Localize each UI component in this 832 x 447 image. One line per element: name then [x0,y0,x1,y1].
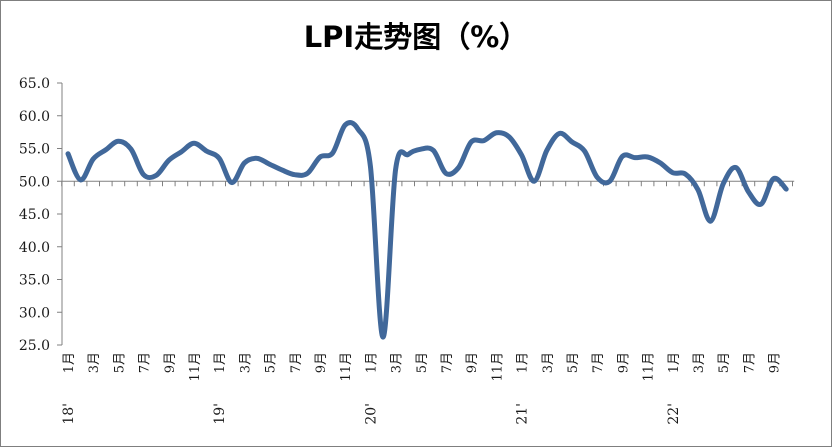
y-axis: 65.0 60.0 55.0 50.0 45.0 40.0 35.0 30.0 25.0 [19,76,63,354]
x-tick-label: 11月 [339,352,354,382]
x-tick-label: 9月 [768,352,783,373]
year-label: 19' [212,403,228,425]
y-tick-label: 35.0 [19,273,50,289]
chart-title: LPI走势图（%） [303,20,529,54]
x-tick-label: 3月 [692,352,707,373]
series-group [65,120,789,340]
y-tick-label: 30.0 [19,305,50,321]
y-tick-label: 65.0 [19,76,50,92]
x-tick-label: 11月 [642,352,657,382]
y-tick-label: 45.0 [19,207,50,223]
x-tick-label: 5月 [264,352,279,373]
x-tick-label: 7月 [440,352,455,373]
x-tick-label: 11月 [188,352,203,382]
x-tick-label: 9月 [465,352,480,373]
x-tick-label: 3月 [238,352,253,373]
x-tick-label: 9月 [314,352,329,373]
y-tick-label: 25.0 [19,338,50,354]
x-tick-label: 5月 [112,352,127,373]
x-axis: 1月 3月 5月 7月 9月 11月 1月 3月 5月 7月 9月 11月 1月 3月 5月 7月 9月 11月 1… [61,180,795,425]
x-tick-label: 9月 [616,352,631,373]
year-label: 20' [363,403,379,425]
x-tick-label: 3月 [541,352,556,373]
x-tick-label: 7月 [591,352,606,373]
year-label: 22' [666,403,682,425]
y-tick-label: 55.0 [19,142,50,158]
x-tick-label: 7月 [289,352,304,373]
y-tick-label: 60.0 [19,109,50,125]
x-tick-label: 7月 [138,352,153,373]
x-tick-label: 11月 [490,352,505,382]
x-tick-label: 7月 [742,352,757,373]
x-tick-label: 3月 [390,352,405,373]
x-tick-label: 1月 [516,352,531,373]
x-tick-label: 5月 [566,352,581,373]
x-tick-label: 3月 [87,352,102,373]
x-tick-label: 9月 [163,352,178,373]
x-tick-label: 5月 [415,352,430,373]
year-label: 21' [515,403,531,425]
series-line-lpi [65,120,789,340]
x-tick-label: 5月 [717,352,732,373]
y-tick-label: 40.0 [19,240,50,256]
x-tick-label: 1月 [667,352,682,373]
year-label: 18' [61,403,77,425]
x-tick-label: 1月 [213,352,228,373]
y-tick-label: 50.0 [19,174,50,190]
x-tick-label: 1月 [364,352,379,373]
x-tick-label: 1月 [62,352,77,373]
